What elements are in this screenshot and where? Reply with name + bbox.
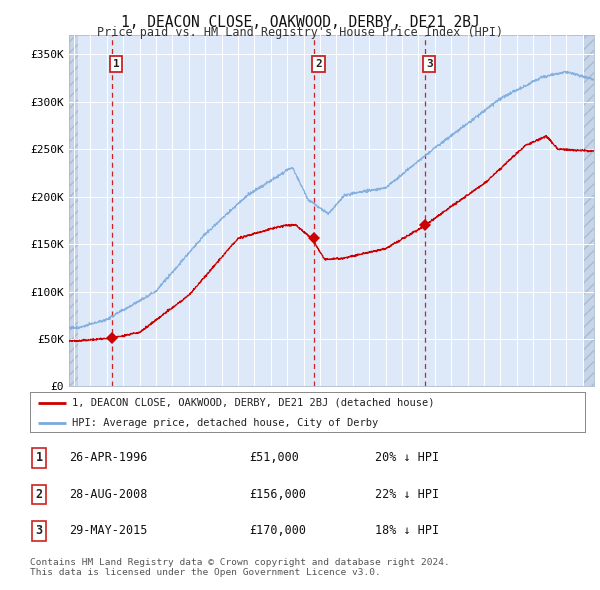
Text: 3: 3	[35, 525, 43, 537]
Text: HPI: Average price, detached house, City of Derby: HPI: Average price, detached house, City…	[71, 418, 378, 428]
Text: 29-MAY-2015: 29-MAY-2015	[69, 525, 148, 537]
Text: Price paid vs. HM Land Registry's House Price Index (HPI): Price paid vs. HM Land Registry's House …	[97, 26, 503, 39]
Text: 1: 1	[113, 59, 119, 69]
Bar	[69, 35, 78, 386]
Text: 18% ↓ HPI: 18% ↓ HPI	[375, 525, 439, 537]
Text: 3: 3	[426, 59, 433, 69]
Text: Contains HM Land Registry data © Crown copyright and database right 2024.
This d: Contains HM Land Registry data © Crown c…	[30, 558, 450, 577]
Text: 1: 1	[35, 451, 43, 464]
Text: £170,000: £170,000	[249, 525, 306, 537]
Text: 2: 2	[35, 488, 43, 501]
Text: 22% ↓ HPI: 22% ↓ HPI	[375, 488, 439, 501]
Text: 2: 2	[315, 59, 322, 69]
Text: 20% ↓ HPI: 20% ↓ HPI	[375, 451, 439, 464]
Bar	[583, 35, 594, 386]
Text: 28-AUG-2008: 28-AUG-2008	[69, 488, 148, 501]
Text: £156,000: £156,000	[249, 488, 306, 501]
Text: 1, DEACON CLOSE, OAKWOOD, DERBY, DE21 2BJ: 1, DEACON CLOSE, OAKWOOD, DERBY, DE21 2B…	[121, 15, 479, 30]
Text: 1, DEACON CLOSE, OAKWOOD, DERBY, DE21 2BJ (detached house): 1, DEACON CLOSE, OAKWOOD, DERBY, DE21 2B…	[71, 398, 434, 408]
Text: £51,000: £51,000	[249, 451, 299, 464]
Text: 26-APR-1996: 26-APR-1996	[69, 451, 148, 464]
